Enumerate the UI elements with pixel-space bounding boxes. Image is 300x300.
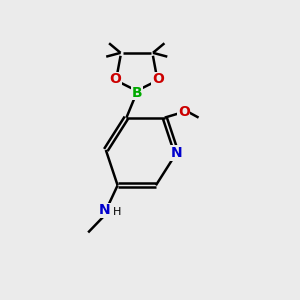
Text: B: B bbox=[131, 85, 142, 100]
Text: H: H bbox=[112, 207, 121, 217]
Text: N: N bbox=[171, 146, 182, 160]
Text: O: O bbox=[178, 105, 190, 119]
Text: O: O bbox=[110, 72, 122, 86]
Text: N: N bbox=[98, 203, 110, 218]
Text: O: O bbox=[152, 72, 164, 86]
